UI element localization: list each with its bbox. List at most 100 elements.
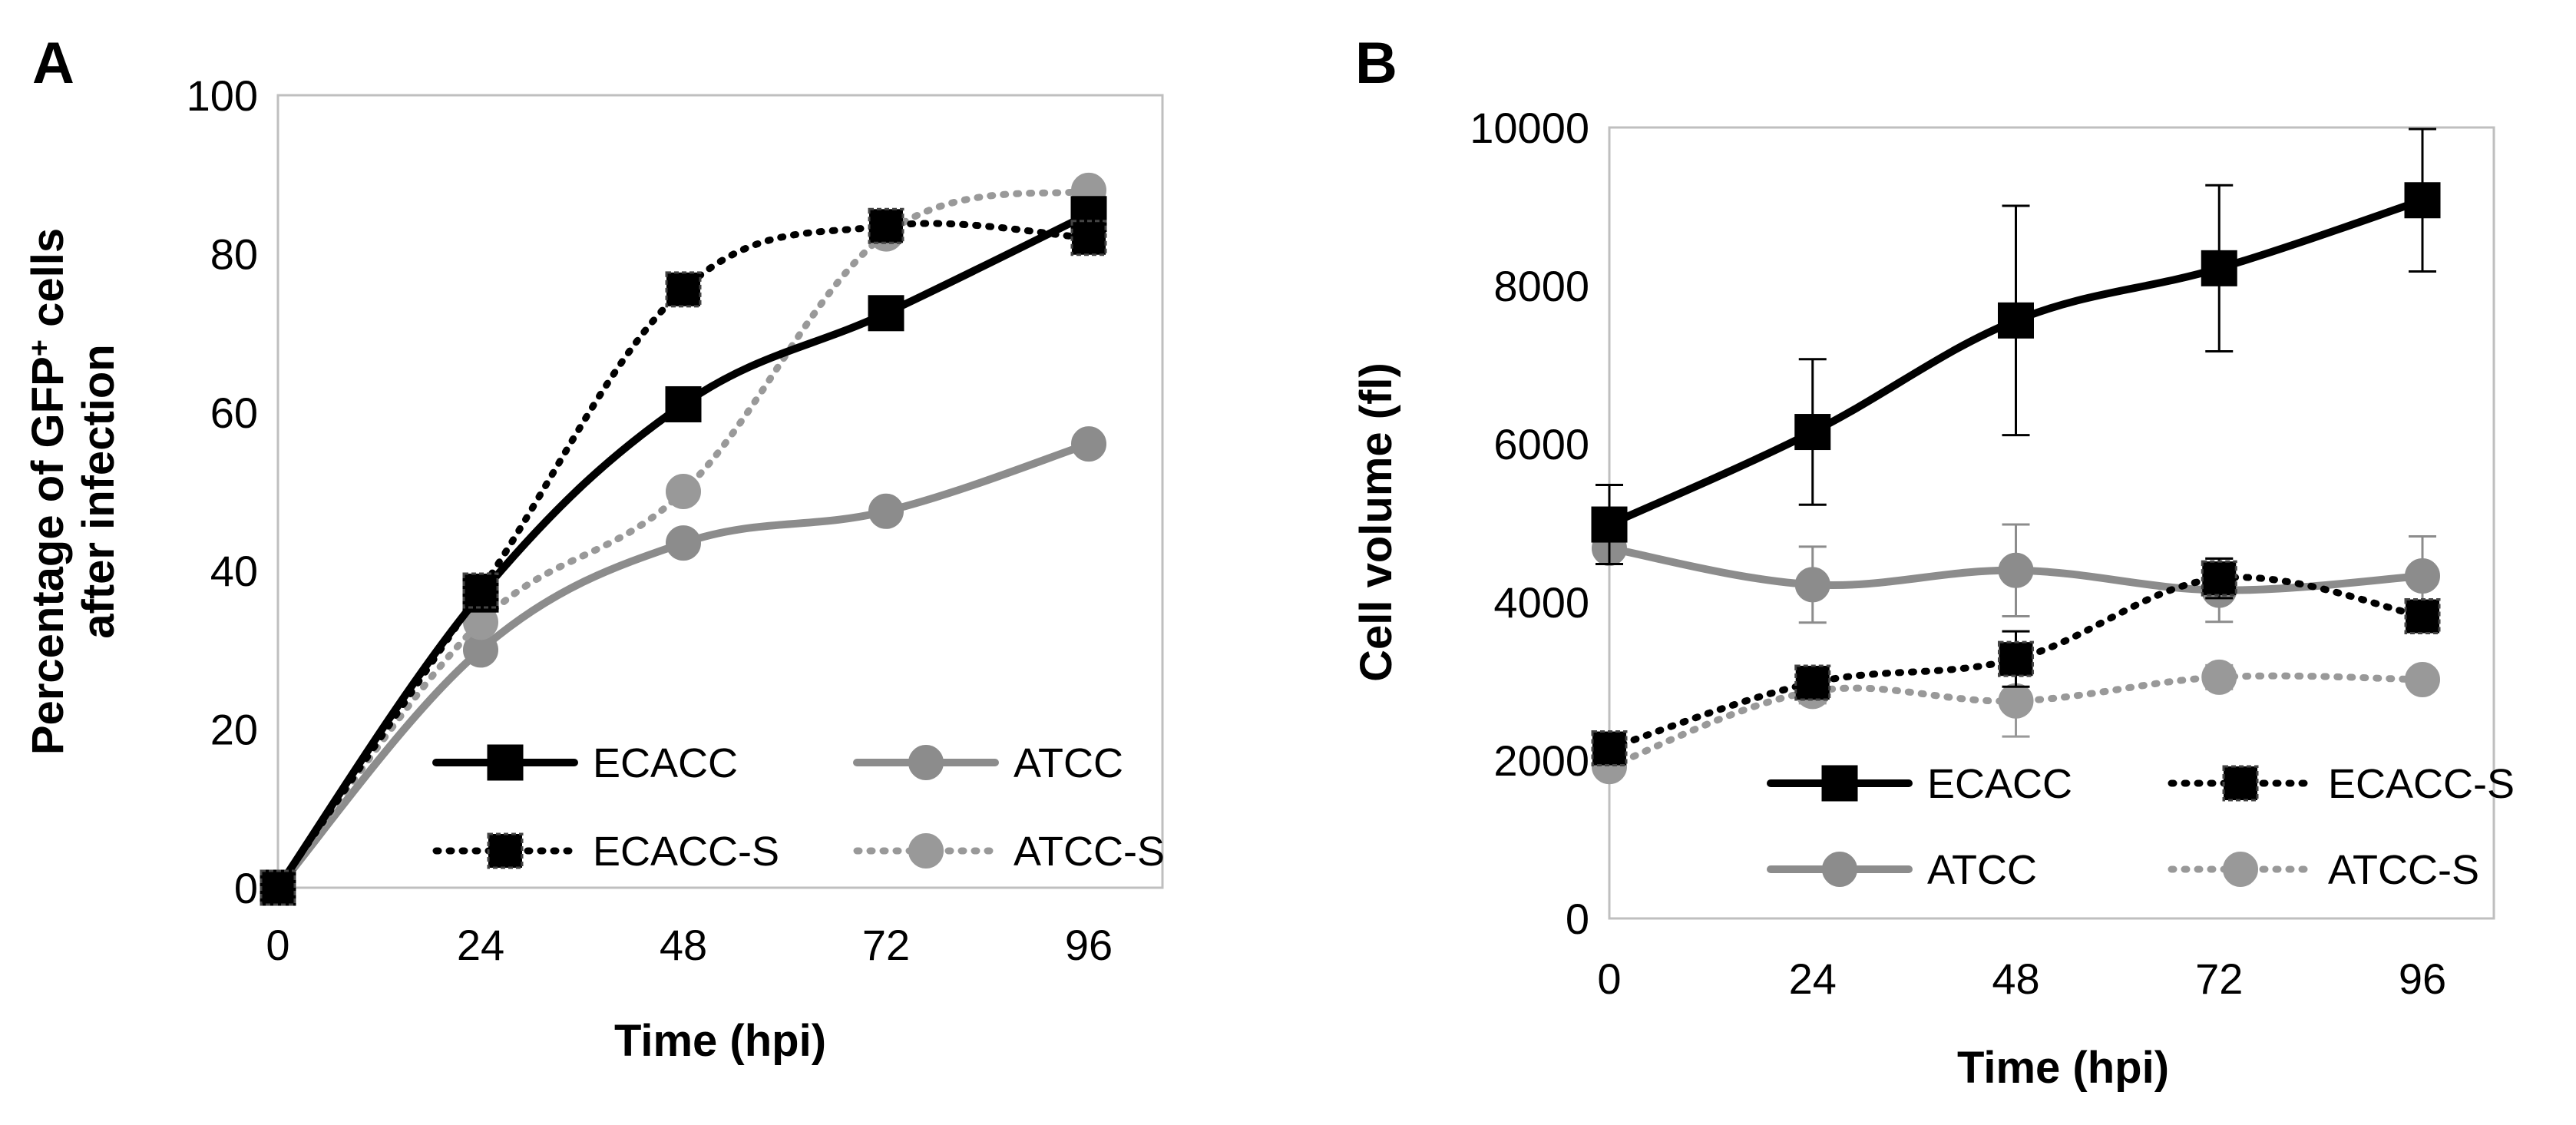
data-point-ecacc — [665, 385, 702, 422]
legend-label: ATCC — [1927, 847, 2037, 893]
legend-swatch-marker — [908, 745, 944, 780]
x-tick-label: 0 — [266, 921, 289, 969]
y-tick-label: 100 — [187, 71, 258, 120]
x-tick-label: 0 — [1597, 955, 1621, 1003]
x-tick-label: 96 — [1065, 921, 1113, 969]
panel-a-x-axis-title: Time (hpi) — [614, 1016, 826, 1066]
series-line-atcc — [274, 440, 1093, 892]
legend-swatch-marker — [908, 833, 944, 869]
data-point-atcc — [1071, 426, 1106, 462]
legend-item-atcc: ATCC — [853, 740, 1123, 786]
x-tick-label: 24 — [457, 921, 504, 969]
panel-a-x-tick-labels: 0 24 48 72 96 — [266, 921, 1113, 969]
panel-a-legend: ECACC ATCC ECACC-S ATCC-S — [432, 740, 1165, 875]
legend-swatch-marker — [487, 832, 524, 869]
data-point-atcc — [666, 525, 701, 561]
y-tick-label: 80 — [210, 230, 258, 278]
legend-swatch-marker — [2223, 852, 2258, 887]
panel-a-series — [260, 172, 1107, 906]
data-point-ecacc-s — [462, 572, 499, 609]
legend-item-atcc: ATCC — [1767, 847, 2037, 893]
x-tick-label: 48 — [1992, 955, 2039, 1003]
legend-label: ECACC-S — [2328, 761, 2515, 807]
panel-b: B 0 2000 4000 6000 8000 10000 0 24 48 72 96 Time … — [1351, 31, 2515, 1093]
panel-b-y-tick-labels: 0 2000 4000 6000 8000 10000 — [1470, 104, 1589, 943]
series-line-ecacc-s — [274, 220, 1093, 892]
data-point-ecacc — [2201, 250, 2237, 286]
data-point-ecacc — [868, 295, 904, 332]
y-tick-label: 4000 — [1493, 578, 1589, 627]
panel-a-y-title-line1-end: cells — [23, 228, 73, 339]
panel-b-x-tick-labels: 0 24 48 72 96 — [1597, 955, 2446, 1003]
legend-label: ATCC — [1014, 740, 1123, 786]
panel-b-legend: ECACC ECACC-S ATCC ATCC-S — [1767, 761, 2515, 893]
x-tick-label: 24 — [1789, 955, 1837, 1003]
data-point-atcc — [1998, 552, 2034, 588]
panel-b-y-axis-title: Cell volume (fl) — [1351, 362, 1401, 682]
legend-label: ATCC-S — [1014, 829, 1165, 875]
legend-swatch-marker — [487, 744, 524, 781]
x-tick-label: 96 — [2399, 955, 2446, 1003]
panel-a-y-axis-title: Percentage of GFP+ cells after infection — [23, 228, 124, 755]
y-tick-label: 40 — [210, 547, 258, 595]
x-tick-label: 48 — [660, 921, 707, 969]
data-point-ecacc-s — [2201, 560, 2237, 597]
data-point-atcc-s — [1998, 683, 2034, 719]
data-point-ecacc — [2404, 182, 2441, 219]
legend-item-ecacc: ECACC — [432, 740, 738, 786]
series-atcc — [1592, 523, 2440, 624]
y-tick-label: 8000 — [1493, 262, 1589, 310]
x-tick-label: 72 — [862, 921, 910, 969]
legend-swatch-marker — [2222, 765, 2259, 802]
data-point-atcc-s — [2201, 659, 2237, 695]
data-point-ecacc-s — [1070, 220, 1107, 256]
data-point-ecacc-s — [868, 207, 904, 244]
data-point-ecacc-s — [2404, 598, 2441, 635]
panel-a-plot-area — [276, 94, 1164, 889]
data-point-ecacc-s — [1591, 730, 1628, 767]
series-ecacc — [1591, 127, 2441, 566]
panel-a-y-title-line1: Percentage of GFP — [23, 356, 73, 755]
y-tick-label: 20 — [210, 706, 258, 754]
data-point-ecacc-s — [260, 869, 296, 906]
y-tick-label: 0 — [234, 864, 258, 912]
legend-item-ecacc: ECACC — [1767, 761, 2072, 807]
data-point-ecacc-s — [665, 271, 702, 308]
data-point-ecacc-s — [1998, 640, 2034, 677]
panel-a-y-title-sup: + — [24, 339, 56, 356]
panel-b-label: B — [1355, 31, 1397, 96]
data-point-atcc-s — [666, 474, 701, 509]
data-point-atcc — [2405, 558, 2440, 594]
legend-swatch-marker — [1822, 852, 1857, 887]
data-point-atcc — [1794, 567, 1830, 603]
y-tick-label: 6000 — [1493, 420, 1589, 468]
legend-item-atcc-s: ATCC-S — [2168, 847, 2479, 893]
data-point-ecacc — [1998, 302, 2034, 339]
panel-a-label: A — [32, 31, 74, 96]
panel-b-x-axis-title: Time (hpi) — [1957, 1043, 2169, 1093]
data-point-atcc-s — [2405, 661, 2440, 697]
y-tick-label: 0 — [1566, 895, 1589, 943]
legend-item-ecacc-s: ECACC-S — [432, 829, 779, 875]
legend-label: ECACC — [1927, 761, 2072, 807]
legend-swatch-marker — [1821, 765, 1858, 802]
panel-a-y-title-line2: after infection — [74, 344, 124, 639]
series-ecacc-s — [1591, 557, 2441, 767]
y-tick-label: 60 — [210, 389, 258, 437]
data-point-ecacc-s — [1794, 664, 1831, 701]
data-point-ecacc — [1794, 414, 1831, 451]
legend-label: ECACC-S — [593, 829, 779, 875]
panel-a-y-tick-labels: 0 20 40 60 80 100 — [187, 71, 258, 912]
legend-label: ECACC — [593, 740, 738, 786]
y-tick-label: 10000 — [1470, 104, 1589, 152]
series-ecacc-s — [260, 207, 1107, 906]
legend-item-ecacc-s: ECACC-S — [2168, 761, 2515, 807]
panel-a: A 0 20 40 60 80 100 0 24 48 72 96 Time (hpi) Perc… — [23, 31, 1165, 1066]
svg-text:Percentage of GFP+ cells: Percentage of GFP+ cells — [23, 228, 73, 755]
x-tick-label: 72 — [2195, 955, 2243, 1003]
legend-item-atcc-s: ATCC-S — [853, 829, 1165, 875]
y-tick-label: 2000 — [1493, 736, 1589, 785]
data-point-atcc — [868, 493, 904, 529]
legend-label: ATCC-S — [2328, 847, 2479, 893]
